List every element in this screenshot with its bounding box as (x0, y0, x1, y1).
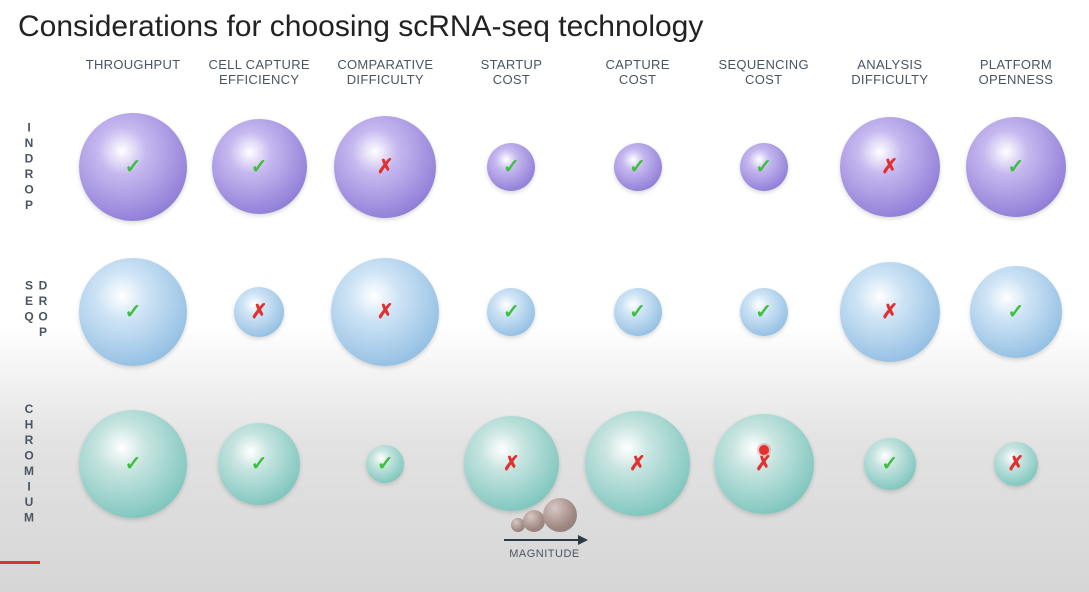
platform-label: CHROMIUM (22, 402, 36, 526)
magnitude-bubble: ✓ (864, 438, 916, 490)
bubble-cell: ✓ (701, 244, 827, 379)
bubble-cell: ✓ (575, 244, 701, 379)
check-icon: ✓ (1008, 157, 1025, 177)
legend-arrow-icon (500, 534, 590, 546)
magnitude-bubble: ✓ (79, 258, 187, 366)
magnitude-bubble: ✓ (487, 288, 535, 336)
check-icon: ✓ (755, 157, 772, 177)
magnitude-bubble: ✗ (840, 262, 940, 362)
magnitude-bubble: ✓ (614, 288, 662, 336)
bubble-cell: ✗ (701, 396, 827, 531)
page-title: Considerations for choosing scRNA-seq te… (0, 0, 1089, 44)
magnitude-bubble: ✓ (740, 288, 788, 336)
bubble-cell: ✗ (196, 244, 322, 379)
column-header: ANALYSIS DIFFICULTY (827, 58, 953, 88)
bubble-cell: ✓ (827, 396, 953, 531)
column-header: PLATFORM OPENNESS (953, 58, 1079, 88)
legend-bubble-icon (523, 510, 545, 532)
magnitude-bubble: ✓ (487, 143, 535, 191)
legend-bubbles (513, 498, 577, 532)
check-icon: ✓ (125, 454, 142, 474)
column-header: THROUGHPUT (70, 58, 196, 88)
column-header: CELL CAPTURE EFFICIENCY (196, 58, 322, 88)
check-icon: ✓ (503, 302, 520, 322)
magnitude-bubble: ✓ (366, 445, 404, 483)
magnitude-bubble: ✗ (331, 258, 439, 366)
check-icon: ✓ (125, 157, 142, 177)
bubble-cell: ✗ (827, 99, 953, 234)
bubble-cell: ✓ (196, 99, 322, 234)
bubble-cell: ✗ (575, 396, 701, 531)
magnitude-bubble: ✓ (212, 119, 307, 214)
column-header: COMPARATIVE DIFFICULTY (322, 58, 448, 88)
x-icon: ✗ (377, 302, 394, 322)
magnitude-bubble: ✓ (740, 143, 788, 191)
check-icon: ✓ (251, 454, 268, 474)
column-header: CAPTURE COST (575, 58, 701, 88)
magnitude-bubble: ✗ (840, 117, 940, 217)
legend-bubble-icon (543, 498, 577, 532)
platform-row: INDROP ✓ ✓ ✗ ✓ ✓ ✓ ✗ ✓ (0, 99, 1089, 234)
magnitude-legend: MAGNITUDE (500, 498, 590, 560)
column-header: STARTUP COST (448, 58, 574, 88)
check-icon: ✓ (755, 302, 772, 322)
magnitude-bubble: ✗ (714, 414, 814, 514)
magnitude-bubble: ✗ (334, 116, 436, 218)
bubble-cell: ✓ (953, 244, 1079, 379)
bubble-row: ✓ ✓ ✗ ✓ ✓ ✓ ✗ ✓ (70, 99, 1079, 234)
x-icon: ✗ (629, 454, 646, 474)
bubble-cell: ✗ (827, 244, 953, 379)
magnitude-bubble: ✗ (464, 416, 559, 511)
check-icon: ✓ (251, 157, 268, 177)
bubble-cell: ✓ (953, 99, 1079, 234)
comparison-chart: THROUGHPUTCELL CAPTURE EFFICIENCYCOMPARA… (0, 44, 1089, 564)
x-icon: ✗ (755, 454, 772, 474)
x-icon: ✗ (1008, 454, 1025, 474)
x-icon: ✗ (881, 157, 898, 177)
magnitude-bubble: ✗ (585, 411, 690, 516)
bubble-cell: ✗ (322, 244, 448, 379)
bubble-cell: ✓ (701, 99, 827, 234)
magnitude-bubble: ✓ (79, 113, 187, 221)
check-icon: ✓ (377, 454, 394, 474)
x-icon: ✗ (251, 302, 268, 322)
bubble-cell: ✓ (575, 99, 701, 234)
bubble-cell: ✓ (196, 396, 322, 531)
bubble-cell: ✓ (448, 99, 574, 234)
legend-label: MAGNITUDE (509, 548, 580, 560)
platform-label: DROP SEQ (22, 278, 50, 346)
bubble-cell: ✓ (70, 99, 196, 234)
magnitude-bubble: ✓ (218, 423, 300, 505)
bubble-cell: ✓ (70, 396, 196, 531)
magnitude-bubble: ✗ (994, 442, 1038, 486)
check-icon: ✓ (629, 302, 646, 322)
platform-label: INDROP (22, 120, 36, 213)
bubble-cell: ✓ (322, 396, 448, 531)
x-icon: ✗ (881, 302, 898, 322)
magnitude-bubble: ✓ (970, 266, 1062, 358)
check-icon: ✓ (125, 302, 142, 322)
check-icon: ✓ (881, 454, 898, 474)
bubble-cell: ✗ (322, 99, 448, 234)
x-icon: ✗ (503, 454, 520, 474)
check-icon: ✓ (503, 157, 520, 177)
check-icon: ✓ (1008, 302, 1025, 322)
column-header: SEQUENCING COST (701, 58, 827, 88)
bubble-cell: ✗ (953, 396, 1079, 531)
column-headers: THROUGHPUTCELL CAPTURE EFFICIENCYCOMPARA… (70, 58, 1079, 88)
bubble-row: ✓ ✗ ✗ ✓ ✓ ✓ ✗ ✓ (70, 244, 1079, 379)
magnitude-bubble: ✓ (614, 143, 662, 191)
magnitude-bubble: ✗ (234, 287, 284, 337)
magnitude-bubble: ✓ (79, 410, 187, 518)
progress-bar (0, 561, 40, 564)
platform-row: DROP SEQ ✓ ✗ ✗ ✓ ✓ ✓ ✗ ✓ (0, 244, 1089, 379)
laser-pointer-icon (759, 445, 769, 455)
bubble-cell: ✓ (448, 244, 574, 379)
bubble-cell: ✓ (70, 244, 196, 379)
check-icon: ✓ (629, 157, 646, 177)
x-icon: ✗ (377, 157, 394, 177)
magnitude-bubble: ✓ (966, 117, 1066, 217)
